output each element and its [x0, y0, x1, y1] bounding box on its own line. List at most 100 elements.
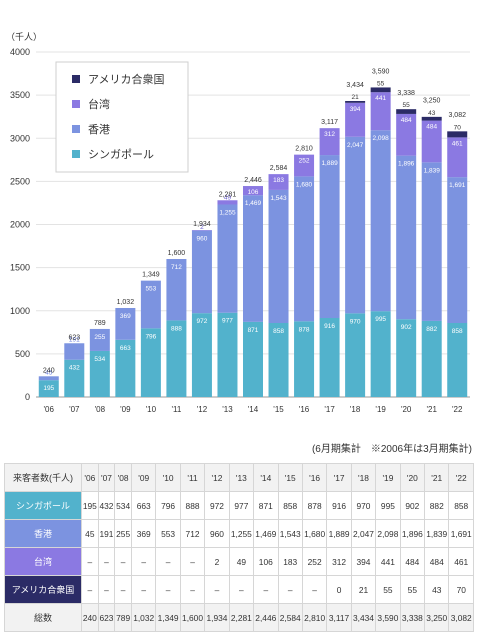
data-label: 432	[69, 365, 80, 372]
data-label: 1,839	[424, 167, 441, 174]
bar-segment	[370, 130, 391, 312]
x-tick-label: '21	[426, 405, 437, 414]
data-label: 252	[299, 158, 310, 165]
table-cell: 432	[97, 491, 116, 520]
table-cell: 3,082	[448, 603, 474, 632]
data-label: 871	[248, 327, 259, 334]
x-tick-label: '10	[146, 405, 157, 414]
bar-segment	[396, 155, 417, 320]
data-label: 1,255	[219, 209, 236, 216]
data-label: 972	[197, 318, 208, 325]
table-cell: 2	[204, 547, 230, 576]
data-label: 49	[224, 194, 232, 201]
year-header: '10	[155, 463, 181, 492]
data-label: 663	[120, 345, 131, 352]
year-header: '17	[326, 463, 352, 492]
data-label: 394	[350, 106, 361, 113]
data-label: 55	[403, 102, 411, 109]
data-label: 195	[43, 385, 54, 392]
total-label: 2,810	[295, 146, 313, 153]
table-cell: 3,117	[326, 603, 352, 632]
data-label: 369	[120, 313, 131, 320]
bar-segment	[345, 313, 366, 397]
data-label: 1,896	[398, 161, 415, 168]
total-label: 1,934	[193, 221, 211, 228]
table-cell: 394	[350, 547, 377, 576]
x-tick-label: '08	[95, 405, 106, 414]
year-header: '18	[350, 463, 377, 492]
total-label: 1,600	[168, 250, 186, 257]
table-header-row: 来客者数(千人) '06 '07 '08 '09 '10 '11 '12 '13…	[4, 463, 474, 492]
data-label: 712	[171, 264, 182, 271]
table-cell: 902	[399, 491, 426, 520]
bar-segment	[268, 174, 289, 190]
table-cell: 2,047	[350, 519, 377, 548]
data-label: 2,047	[347, 142, 364, 149]
bar-segment	[64, 343, 85, 360]
year-header: '22	[448, 463, 474, 492]
year-header: '20	[399, 463, 426, 492]
bar-segment	[396, 319, 417, 397]
total-label: 1,349	[142, 272, 160, 279]
x-tick-label: '06	[44, 405, 55, 414]
table-cell: 2,446	[253, 603, 279, 632]
x-tick-label: '14	[248, 405, 259, 414]
bar-segment	[396, 109, 417, 114]
data-label: 2,098	[373, 135, 390, 142]
table-cell: –	[179, 575, 206, 604]
data-label: 916	[324, 323, 335, 330]
total-label: 3,250	[423, 98, 441, 105]
table-header-label: 来客者数(千人)	[4, 463, 82, 492]
year-header: '21	[424, 463, 450, 492]
data-label: 2	[200, 224, 204, 231]
row-label: アメリカ合衆国	[4, 575, 82, 604]
table-cell: 1,349	[155, 603, 181, 632]
table-cell: –	[114, 575, 132, 604]
table-cell: –	[81, 547, 99, 576]
table-cell: 534	[114, 491, 132, 520]
legend-label: アメリカ合衆国	[88, 72, 164, 86]
table-row: アメリカ合衆国 – – – – – – – – – – –0 21 55 55 43 70	[4, 575, 474, 604]
bar-segment	[421, 120, 442, 163]
table-cell: 369	[130, 519, 157, 548]
table-cell: 916	[326, 491, 352, 520]
table-cell: 3,250	[424, 603, 450, 632]
data-label: 977	[222, 318, 233, 325]
table-cell: 55	[375, 575, 401, 604]
table-cell: –	[204, 575, 230, 604]
x-tick-label: '19	[375, 405, 386, 414]
table-cell: 70	[448, 575, 474, 604]
table-cell: 888	[179, 491, 206, 520]
data-label: 1,680	[296, 181, 313, 188]
table-cell: 312	[326, 547, 352, 576]
table-body: シンガポール 195 432 534 663 796 888 972 977 871 858 878 9…	[4, 491, 474, 632]
x-tick-label: '13	[222, 405, 233, 414]
data-label: 21	[352, 94, 360, 101]
table-cell: 1,600	[179, 603, 206, 632]
data-label: 255	[94, 334, 105, 341]
table-cell: 878	[301, 491, 328, 520]
data-label: 858	[452, 328, 463, 335]
data-label: 484	[426, 124, 437, 131]
table-cell: 789	[114, 603, 132, 632]
table-cell: 43	[424, 575, 450, 604]
table-cell: 1,255	[228, 519, 255, 548]
x-tick-label: '16	[299, 405, 310, 414]
total-label: 2,584	[270, 165, 288, 172]
y-unit-label: （千人）	[6, 32, 42, 42]
total-label: 3,117	[321, 119, 338, 126]
table-cell: 255	[114, 519, 132, 548]
table-cell: –	[228, 575, 255, 604]
table-cell: 796	[155, 491, 181, 520]
year-header: '15	[277, 463, 303, 492]
bar-segment	[319, 317, 340, 397]
row-label: 台湾	[4, 547, 82, 576]
data-label: 312	[324, 131, 335, 138]
table-cell: –	[97, 547, 116, 576]
bar-segment	[345, 102, 366, 137]
table-cell: –	[301, 575, 328, 604]
bar-segment	[38, 380, 59, 397]
row-label: 総数	[4, 603, 82, 632]
bar-segment	[345, 136, 366, 314]
data-label: 1,543	[270, 195, 287, 202]
